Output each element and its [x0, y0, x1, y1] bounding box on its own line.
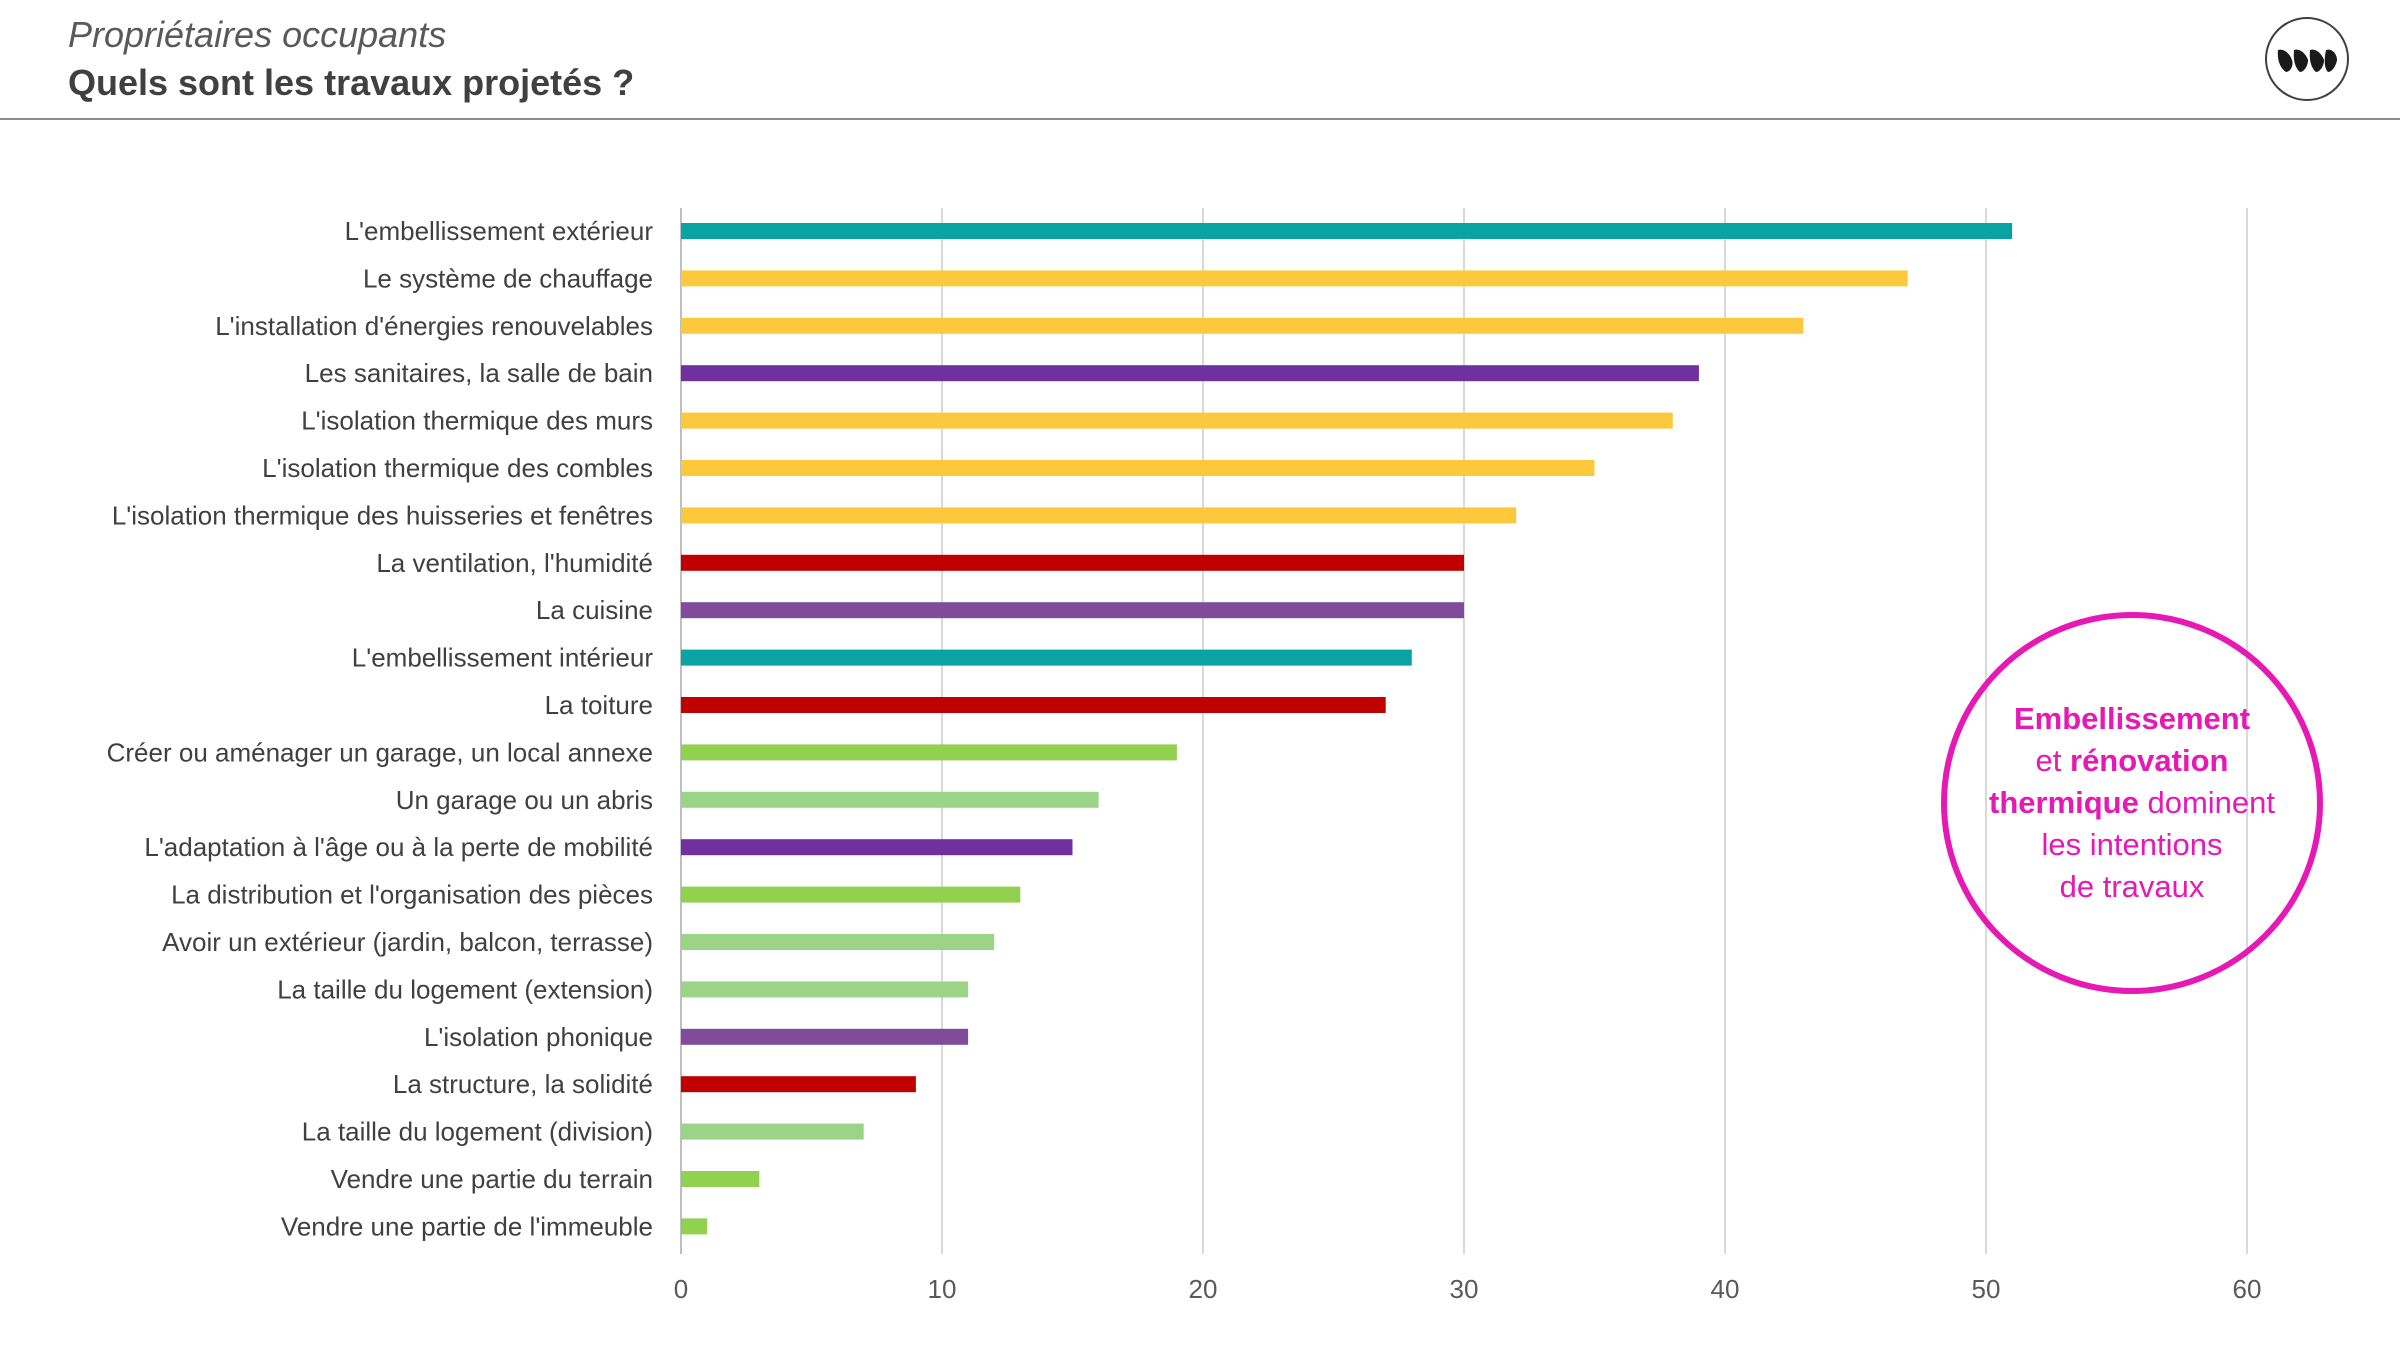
callout-text: les intentions	[2041, 827, 2223, 862]
category-label: L'isolation thermique des combles	[262, 453, 653, 483]
x-tick-label: 0	[674, 1274, 688, 1304]
category-label: La taille du logement (extension)	[277, 974, 653, 1004]
category-label: Créer ou aménager un garage, un local an…	[107, 737, 653, 767]
category-label: L'embellissement intérieur	[352, 643, 654, 673]
bar	[681, 697, 1386, 713]
category-label: La structure, la solidité	[393, 1069, 653, 1099]
bar	[681, 1076, 916, 1093]
category-label: Vendre une partie du terrain	[331, 1164, 653, 1194]
bar	[681, 886, 1021, 903]
bar	[681, 223, 2013, 239]
category-label: La taille du logement (division)	[302, 1117, 653, 1147]
category-label: L'installation d'énergies renouvelables	[215, 311, 653, 341]
bar	[681, 507, 1517, 524]
x-tick-label: 10	[928, 1274, 957, 1304]
bar	[681, 365, 1699, 382]
category-label: Un garage ou un abris	[396, 785, 653, 815]
bar	[681, 839, 1073, 856]
bar	[681, 270, 1908, 287]
callout-circle: Embellissement et rénovation thermique d…	[1941, 612, 2323, 994]
bar	[681, 1123, 864, 1140]
category-label: L'isolation thermique des huisseries et …	[112, 500, 653, 530]
leaf-logo-icon	[2265, 17, 2349, 101]
category-label: La toiture	[545, 690, 653, 720]
callout-word: rénovation	[2070, 743, 2229, 778]
x-tick-label: 30	[1450, 1274, 1479, 1304]
category-label: Vendre une partie de l'immeuble	[281, 1211, 653, 1241]
bar	[681, 1218, 708, 1235]
category-label: L'isolation thermique des murs	[301, 406, 653, 436]
x-tick-label: 40	[1711, 1274, 1740, 1304]
bar	[681, 602, 1464, 619]
bar	[681, 649, 1412, 666]
category-label: L'embellissement extérieur	[345, 216, 654, 246]
bar	[681, 1171, 760, 1187]
category-label: La cuisine	[536, 595, 653, 625]
page-subtitle: Propriétaires occupants	[68, 14, 447, 55]
x-tick-label: 50	[1972, 1274, 2001, 1304]
header: Propriétaires occupants Quels sont les t…	[0, 0, 2400, 120]
callout-word: thermique	[1989, 785, 2139, 820]
category-label: Le système de chauffage	[363, 263, 653, 293]
category-label: La distribution et l'organisation des pi…	[171, 880, 653, 910]
callout-text: et	[2035, 743, 2070, 778]
bar	[681, 934, 995, 950]
bar	[681, 1028, 969, 1045]
bar	[681, 981, 969, 998]
bar	[681, 554, 1464, 571]
bar	[681, 412, 1673, 429]
category-label: L'adaptation à l'âge ou à la perte de mo…	[144, 832, 653, 862]
category-label: Avoir un extérieur (jardin, balcon, terr…	[162, 927, 653, 957]
x-tick-label: 20	[1189, 1274, 1218, 1304]
page-title: Quels sont les travaux projetés ?	[68, 62, 635, 103]
bar	[681, 744, 1177, 761]
bar	[681, 460, 1595, 476]
category-label: Les sanitaires, la salle de bain	[305, 358, 653, 388]
x-tick-label: 60	[2233, 1274, 2262, 1304]
category-label: La ventilation, l'humidité	[376, 548, 653, 578]
callout-text: dominent	[2138, 785, 2275, 820]
bar	[681, 791, 1099, 808]
category-label: L'isolation phonique	[424, 1022, 653, 1052]
callout-text: de travaux	[2059, 869, 2205, 904]
callout-word: Embellissement	[2013, 701, 2251, 736]
bar	[681, 317, 1804, 334]
